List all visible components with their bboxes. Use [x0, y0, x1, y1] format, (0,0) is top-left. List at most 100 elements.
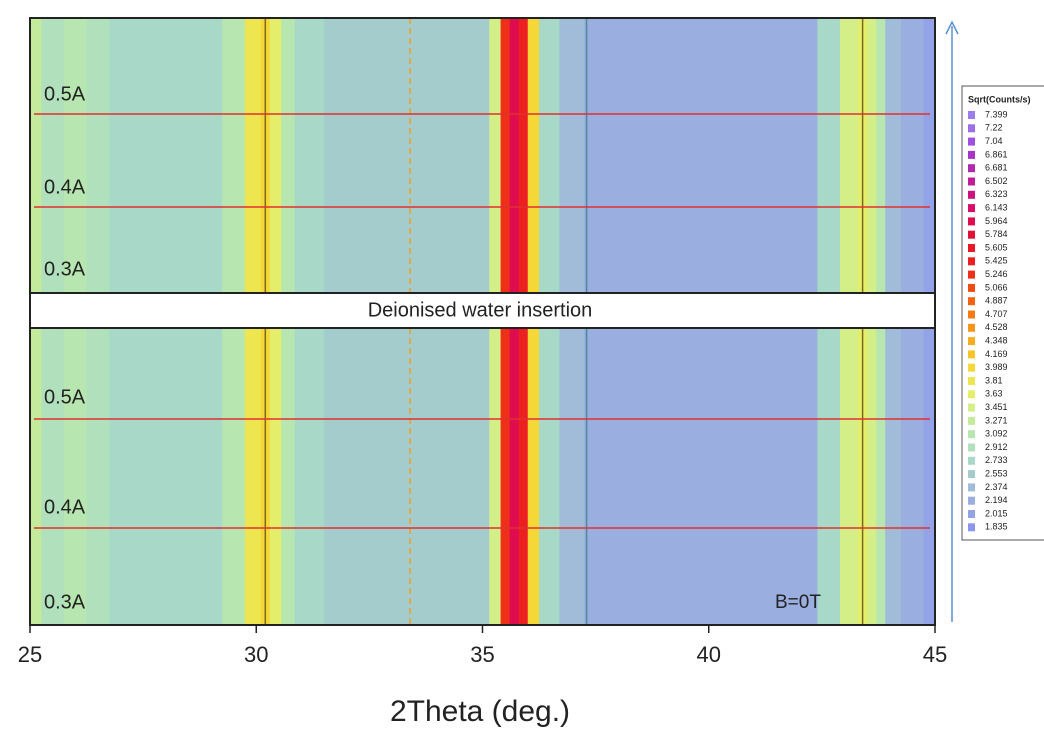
colorbar-swatch: [968, 164, 975, 173]
colorbar-label: 7.399: [985, 109, 1008, 119]
row-label: 0.4A: [44, 176, 86, 198]
heat-cell: [500, 18, 511, 293]
heat-cell: [817, 328, 841, 625]
colorbar-swatch: [968, 190, 975, 199]
heat-cell: [527, 18, 540, 293]
heat-cell: [839, 328, 850, 625]
heat-cell: [222, 328, 246, 625]
heat-cell: [901, 328, 925, 625]
colorbar-swatch: [968, 337, 975, 346]
colorbar-swatch: [968, 150, 975, 159]
colorbar-label: 4.348: [985, 335, 1008, 345]
heat-cell: [923, 18, 936, 293]
colorbar-label: 6.323: [985, 189, 1008, 199]
heat-cell: [867, 328, 877, 625]
heat-cell: [30, 18, 42, 293]
heat-cell: [539, 328, 560, 625]
heat-cell: [414, 328, 461, 625]
heat-cell: [294, 18, 325, 293]
heat-cell: [663, 18, 755, 293]
colorbar-label: 4.528: [985, 322, 1008, 332]
colorbar-swatch: [968, 137, 975, 146]
heat-cell: [606, 328, 664, 625]
heat-cell: [244, 18, 262, 293]
colorbar-label: 6.861: [985, 149, 1008, 159]
heat-cell: [188, 328, 223, 625]
heat-cell: [369, 328, 416, 625]
colorbar-label: 4.707: [985, 309, 1008, 319]
heat-cell: [509, 18, 520, 293]
colorbar-swatch: [968, 430, 975, 439]
colorbar-swatch: [968, 244, 975, 252]
heat-cell: [901, 18, 925, 293]
heat-cell: [143, 18, 189, 293]
row-label: 0.5A: [44, 83, 86, 105]
heat-cell: [584, 18, 608, 293]
colorbar-swatch: [968, 111, 975, 119]
colorbar-swatch: [968, 403, 975, 412]
colorbar-swatch: [968, 217, 975, 226]
colorbar-swatch: [968, 363, 975, 372]
colorbar-label: 1.835: [985, 522, 1008, 532]
annotation: B=0T: [775, 592, 821, 613]
colorbar-label: 2.194: [985, 495, 1008, 505]
heat-cell: [559, 18, 585, 293]
heat-cell: [876, 18, 886, 293]
colorbar-swatch: [968, 496, 975, 505]
colorbar-label: 6.502: [985, 176, 1008, 186]
heat-cell: [754, 328, 818, 625]
colorbar-label: 4.887: [985, 296, 1008, 306]
colorbar-label: 3.271: [985, 415, 1008, 425]
heat-cell: [817, 18, 841, 293]
row-label: 0.3A: [44, 591, 86, 613]
heat-cell: [527, 328, 540, 625]
colorbar-swatch: [968, 523, 975, 532]
heat-cell: [324, 328, 370, 625]
colorbar-label: 3.63: [985, 389, 1003, 399]
heat-cell: [41, 18, 65, 293]
colorbar-label: 3.81: [985, 375, 1003, 385]
heat-cell: [849, 328, 859, 625]
colorbar-label: 5.425: [985, 256, 1008, 266]
colorbar-label: 5.605: [985, 242, 1008, 252]
heat-cell: [41, 328, 65, 625]
row-label: 0.5A: [44, 386, 86, 408]
heat-cell: [188, 18, 223, 293]
colorbar-swatch: [968, 257, 975, 266]
heat-cell: [324, 18, 370, 293]
colorbar-swatch: [968, 483, 975, 492]
x-axis-label: 2Theta (deg.): [390, 695, 570, 728]
heat-cell: [244, 328, 262, 625]
x-tick-label: 30: [244, 642, 268, 667]
colorbar-label: 5.246: [985, 269, 1008, 279]
colorbar-label: 5.784: [985, 229, 1008, 239]
heat-cell: [63, 328, 88, 625]
colorbar-swatch: [968, 124, 975, 133]
heat-cell: [86, 328, 110, 625]
heat-cell: [63, 18, 88, 293]
colorbar-title: Sqrt(Counts/s): [968, 94, 1031, 104]
row-label: 0.3A: [44, 258, 86, 280]
x-tick-label: 25: [18, 642, 42, 667]
colorbar-swatch: [968, 416, 975, 425]
heat-cell: [885, 18, 902, 293]
heat-cell: [606, 18, 664, 293]
heat-cell: [30, 328, 42, 625]
colorbar-swatch: [968, 510, 975, 518]
heat-cell: [539, 18, 560, 293]
colorbar-label: 6.143: [985, 202, 1008, 212]
colorbar-label: 2.015: [985, 508, 1008, 518]
separator-box: [29, 292, 936, 329]
heat-cell: [281, 18, 296, 293]
colorbar-label: 2.553: [985, 468, 1008, 478]
colorbar-label: 3.092: [985, 429, 1008, 439]
heat-cell: [923, 328, 936, 625]
colorbar-swatch: [968, 204, 975, 213]
heat-cell: [222, 18, 246, 293]
colorbar-swatch: [968, 456, 975, 465]
row-label: 0.4A: [44, 496, 86, 518]
colorbar-swatch: [968, 350, 975, 359]
colorbar-label: 6.681: [985, 163, 1008, 173]
heat-cell: [459, 328, 490, 625]
